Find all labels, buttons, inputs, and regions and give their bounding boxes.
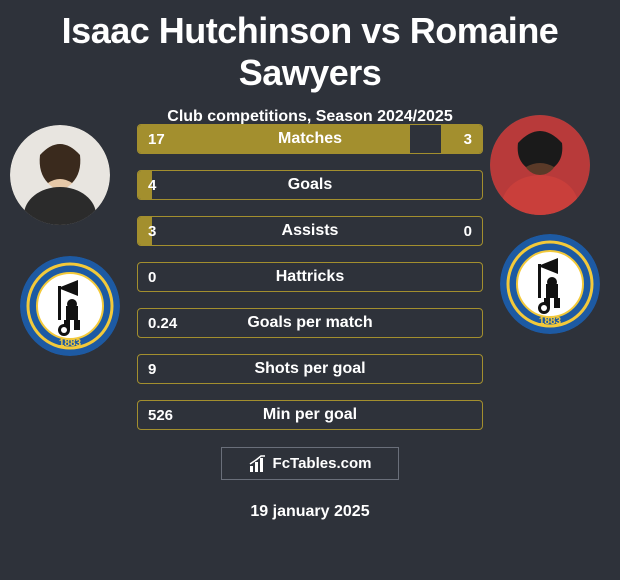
player-right-club-badge: 1883 [500, 234, 600, 334]
stat-row: 526Min per goal [137, 400, 483, 430]
svg-text:1883: 1883 [59, 338, 82, 349]
stat-row: 9Shots per goal [137, 354, 483, 384]
footer-brand-badge: FcTables.com [221, 447, 399, 480]
stat-label: Shots per goal [138, 360, 482, 378]
player-left-club-badge: 1883 [20, 256, 120, 356]
player-left-avatar [10, 125, 110, 225]
stat-row: 0.24Goals per match [137, 308, 483, 338]
stat-label: Goals [138, 176, 482, 194]
stat-label: Matches [138, 130, 482, 148]
stat-value-right: 3 [464, 131, 472, 148]
stat-row: 17Matches3 [137, 124, 483, 154]
stat-label: Assists [138, 222, 482, 240]
stat-label: Hattricks [138, 268, 482, 286]
player-right-avatar [490, 115, 590, 215]
stat-label: Min per goal [138, 406, 482, 424]
stat-row: 4Goals [137, 170, 483, 200]
chart-icon [249, 455, 267, 473]
stat-value-right: 0 [464, 223, 472, 240]
comparison-bars: 17Matches34Goals3Assists00Hattricks0.24G… [137, 124, 483, 446]
stat-row: 0Hattricks [137, 262, 483, 292]
stat-label: Goals per match [138, 314, 482, 332]
svg-text:1883: 1883 [539, 316, 562, 327]
footer-brand-text: FcTables.com [273, 455, 372, 472]
footer-date: 19 january 2025 [0, 503, 620, 521]
page-title: Isaac Hutchinson vs Romaine Sawyers [0, 0, 620, 94]
stat-row: 3Assists0 [137, 216, 483, 246]
